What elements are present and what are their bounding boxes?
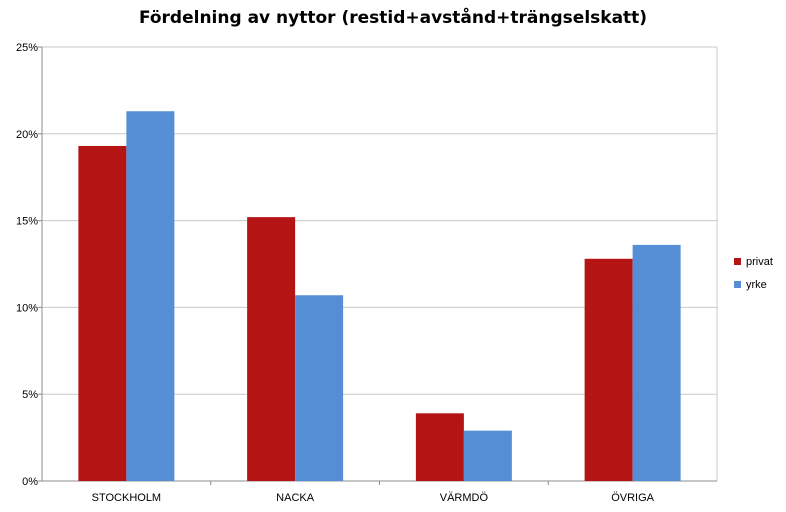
y-tick-label: 15% [16, 216, 38, 228]
bar-yrke-0 [126, 111, 175, 482]
legend-swatch-privat [734, 258, 741, 265]
y-tick-label: 0% [22, 476, 38, 488]
x-tick-label: VÄRMDÖ [440, 492, 489, 504]
legend-swatch-yrke [734, 281, 741, 288]
bar-privat-0 [78, 145, 127, 481]
bar-yrke-3 [632, 244, 681, 481]
x-tick-label: ÖVRIGA [611, 492, 654, 504]
bar-yrke-1 [295, 295, 344, 481]
x-tick-label: STOCKHOLM [92, 492, 161, 504]
bar-privat-2 [415, 413, 464, 481]
legend-label-yrke: yrke [746, 279, 767, 291]
bar-privat-3 [584, 258, 633, 481]
bar-yrke-2 [463, 430, 512, 481]
y-tick-label: 10% [16, 302, 38, 314]
legend-label-privat: privat [746, 256, 773, 268]
x-tick-label: NACKA [276, 492, 315, 504]
bar-privat-1 [247, 217, 296, 482]
y-tick-label: 20% [16, 129, 38, 141]
chart-title: Fördelning av nyttor (restid+avstånd+trä… [138, 8, 648, 28]
y-tick-label: 5% [22, 389, 38, 401]
y-tick-label: 25% [16, 42, 38, 54]
